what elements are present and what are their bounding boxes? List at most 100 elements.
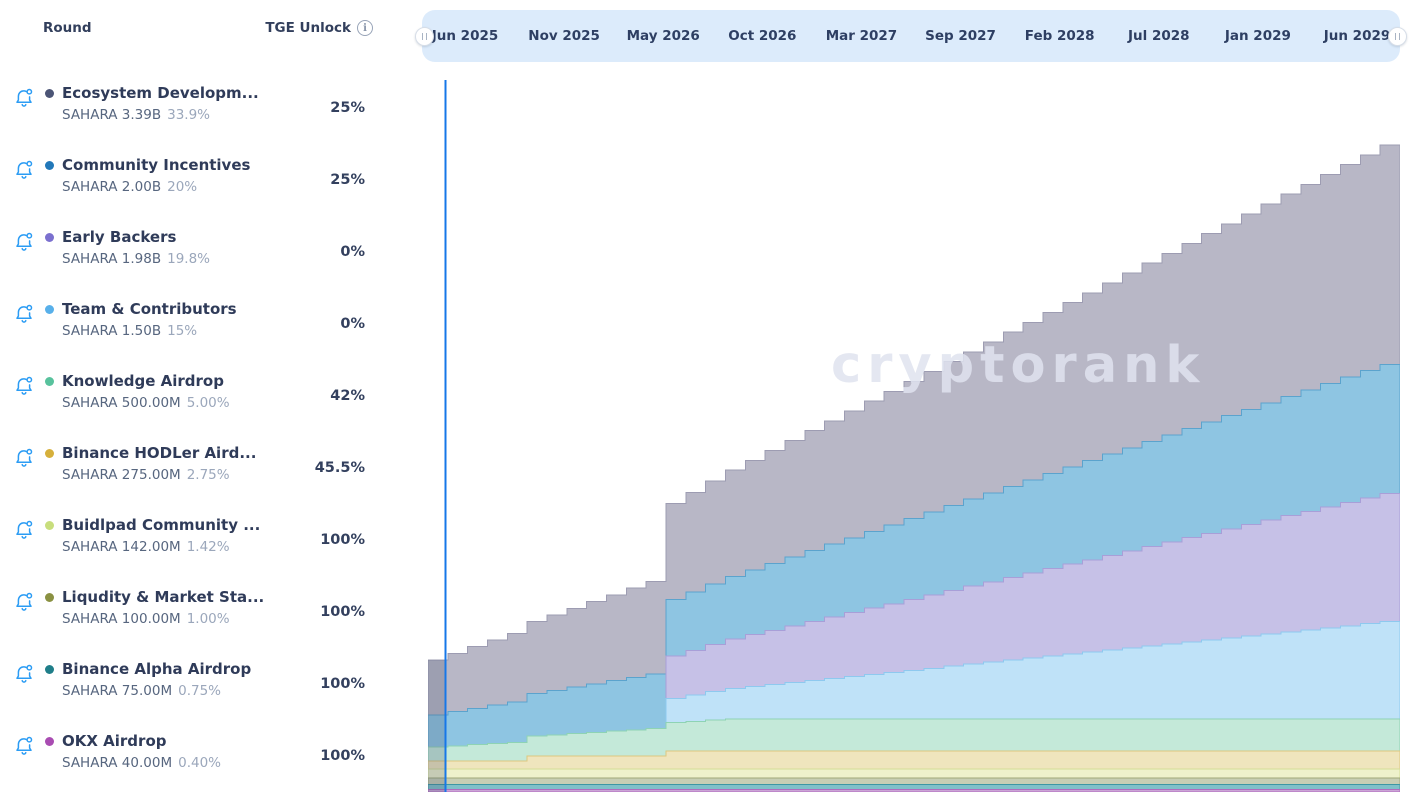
round-info: Community Incentives SAHARA 2.00B 20% (45, 156, 250, 195)
notification-bell-icon[interactable] (13, 375, 35, 397)
round-row[interactable]: Early Backers SAHARA 1.98B 19.8% 0% (0, 222, 422, 294)
round-info: Knowledge Airdrop SAHARA 500.00M 5.00% (45, 372, 230, 411)
round-name: Knowledge Airdrop (62, 372, 224, 390)
round-amount: SAHARA 275.00M 2.75% (62, 467, 230, 483)
tge-unlock-value: 0% (340, 244, 365, 260)
notification-bell-icon[interactable] (13, 159, 35, 181)
round-amount: SAHARA 75.00M 0.75% (62, 683, 221, 699)
timeline-date-label: Sep 2027 (925, 28, 996, 44)
notification-bell-icon[interactable] (13, 303, 35, 325)
timeline-date-label: Jun 2029 (1323, 28, 1391, 44)
round-share: 20% (167, 179, 198, 195)
timeline-date-label: Jan 2029 (1224, 28, 1291, 44)
notification-bell-icon[interactable] (13, 87, 35, 109)
series-color-dot (45, 592, 54, 602)
tge-unlock-value: 25% (330, 172, 365, 188)
rounds-panel: Round TGE Unlock i Ecosystem Developm...… (0, 0, 422, 807)
round-share: 5.00% (186, 395, 230, 411)
timeline-left-handle[interactable] (415, 26, 434, 46)
round-info: Liqudity & Market Sta... SAHARA 100.00M 1.… (45, 588, 264, 627)
tge-unlock-value: 100% (320, 676, 365, 692)
round-amount: SAHARA 1.50B 15% (62, 323, 198, 339)
round-share: 0.75% (178, 683, 221, 699)
round-info: Ecosystem Developm... SAHARA 3.39B 33.9% (45, 84, 259, 123)
round-info: Team & Contributors SAHARA 1.50B 15% (45, 300, 237, 339)
round-column-header: Round (43, 20, 92, 36)
round-row[interactable]: Ecosystem Developm... SAHARA 3.39B 33.9% 25… (0, 78, 422, 150)
series-color-dot (45, 448, 54, 458)
series-color-dot (45, 88, 54, 98)
round-name: Community Incentives (62, 156, 251, 174)
round-name: Buidlpad Community ... (62, 516, 261, 534)
notification-bell-icon[interactable] (13, 663, 35, 685)
notification-bell-icon[interactable] (13, 591, 35, 613)
round-name: Team & Contributors (62, 300, 237, 318)
list-header: Round TGE Unlock i (0, 20, 422, 40)
round-info: Early Backers SAHARA 1.98B 19.8% (45, 228, 210, 267)
round-name: Binance Alpha Airdrop (62, 660, 252, 678)
timeline-date-label: Oct 2026 (728, 28, 797, 44)
timeline-date-label: Jun 2025 (431, 28, 499, 44)
timeline-date-label: Feb 2028 (1024, 28, 1095, 44)
round-share: 15% (167, 323, 198, 339)
timeline-date-label: Mar 2027 (825, 28, 898, 44)
tge-unlock-value: 100% (320, 604, 365, 620)
notification-bell-icon[interactable] (13, 519, 35, 541)
round-info: OKX Airdrop SAHARA 40.00M 0.40% (45, 732, 221, 771)
tge-unlock-value: 25% (330, 100, 365, 116)
round-row[interactable]: Liqudity & Market Sta... SAHARA 100.00M 1.… (0, 582, 422, 654)
vesting-chart[interactable] (428, 80, 1400, 792)
tge-unlock-value: 100% (320, 748, 365, 764)
round-name: Liqudity & Market Sta... (62, 588, 265, 606)
grip-icon (422, 32, 427, 40)
timeline-scrubber[interactable]: Jun 2025 Nov 2025 May 2026 Oct 2026 Mar 2027… (415, 10, 1407, 62)
series-color-dot (45, 736, 54, 746)
round-amount: SAHARA 40.00M 0.40% (62, 755, 221, 771)
round-share: 19.8% (167, 251, 211, 267)
grip-icon (1395, 32, 1400, 40)
round-amount: SAHARA 1.98B 19.8% (62, 251, 211, 267)
series-color-dot (45, 664, 54, 674)
round-name: OKX Airdrop (62, 732, 167, 750)
tge-unlock-value: 42% (330, 388, 365, 404)
round-share: 1.42% (186, 539, 230, 555)
round-row[interactable]: Knowledge Airdrop SAHARA 500.00M 5.00% 42% (0, 366, 422, 438)
series-color-dot (45, 520, 54, 530)
round-row[interactable]: Community Incentives SAHARA 2.00B 20% 25% (0, 150, 422, 222)
round-amount: SAHARA 3.39B 33.9% (62, 107, 211, 123)
series-color-dot (45, 232, 54, 242)
round-info: Binance Alpha Airdrop SAHARA 75.00M 0.75% (45, 660, 251, 699)
chart-series-area[interactable] (428, 788, 1400, 792)
round-amount: SAHARA 500.00M 5.00% (62, 395, 230, 411)
timeline-date-label: May 2026 (626, 28, 700, 44)
round-amount: SAHARA 100.00M 1.00% (62, 611, 230, 627)
notification-bell-icon[interactable] (13, 231, 35, 253)
series-color-dot (45, 304, 54, 314)
tge-column-header-label: TGE Unlock (265, 20, 351, 36)
round-info: Buidlpad Community ... SAHARA 142.00M 1.42… (45, 516, 260, 555)
round-share: 33.9% (167, 107, 211, 123)
round-row[interactable]: Binance Alpha Airdrop SAHARA 75.00M 0.75% 1… (0, 654, 422, 726)
notification-bell-icon[interactable] (13, 447, 35, 469)
round-row[interactable]: Buidlpad Community ... SAHARA 142.00M 1.42… (0, 510, 422, 582)
info-icon[interactable]: i (357, 20, 373, 36)
series-color-dot (45, 160, 54, 170)
elapsed-period-tint (428, 660, 445, 792)
round-amount: SAHARA 142.00M 1.42% (62, 539, 230, 555)
round-row[interactable]: OKX Airdrop SAHARA 40.00M 0.40% 100% (0, 726, 422, 798)
tge-unlock-value: 0% (340, 316, 365, 332)
round-info: Binance HODLer Aird... SAHARA 275.00M 2.75… (45, 444, 256, 483)
round-share: 1.00% (186, 611, 230, 627)
timeline-right-handle[interactable] (1388, 26, 1407, 46)
round-row[interactable]: Team & Contributors SAHARA 1.50B 15% 0% (0, 294, 422, 366)
round-share: 0.40% (178, 755, 221, 771)
round-name: Binance HODLer Aird... (62, 444, 257, 462)
round-name: Early Backers (62, 228, 177, 246)
tge-unlock-value: 45.5% (314, 460, 365, 476)
round-row[interactable]: Binance HODLer Aird... SAHARA 275.00M 2.75… (0, 438, 422, 510)
notification-bell-icon[interactable] (13, 735, 35, 757)
timeline-date-label: Nov 2025 (528, 28, 600, 44)
round-amount: SAHARA 2.00B 20% (62, 179, 198, 195)
tge-column-header: TGE Unlock i (265, 20, 373, 36)
